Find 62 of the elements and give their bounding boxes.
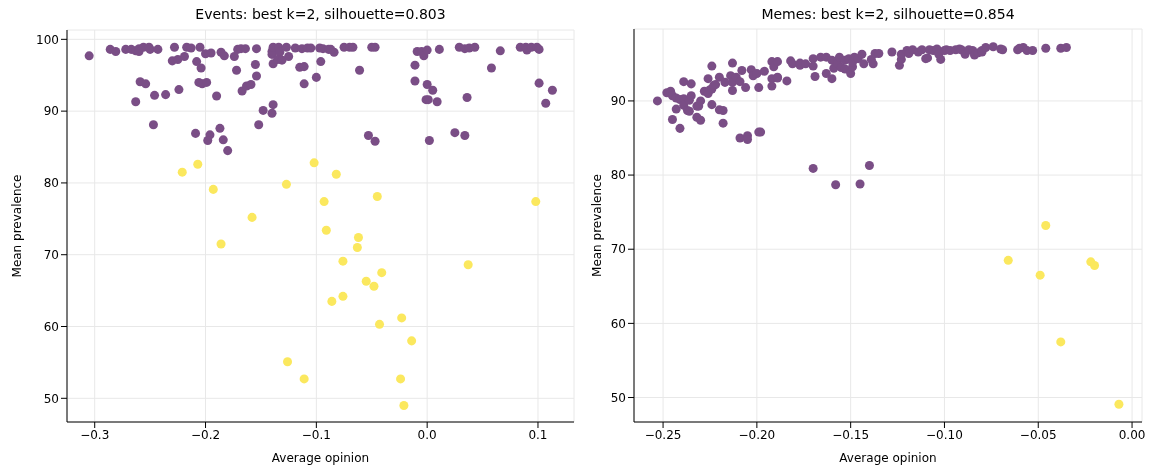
x-axis-title: Average opinion [271,451,370,465]
y-tick-label: 80 [43,176,59,191]
y-tick-label: 90 [610,94,626,109]
y-tick-label: 80 [610,168,626,183]
x-tick-label: −0.10 [926,427,963,442]
y-tick-label: 70 [610,242,626,257]
x-tick-label: −0.25 [644,427,682,442]
point [361,276,371,286]
x-tick-label: −0.20 [738,427,776,442]
point [1041,220,1051,231]
chart-title: Memes: best k=2, silhouette=0.854 [760,6,1016,22]
point [397,313,407,323]
point [1056,337,1066,347]
point [338,256,348,266]
y-axis-title: Mean prevalence [10,174,25,278]
point [1090,261,1100,271]
point [309,158,319,168]
x-tick-label: 0.0 [417,427,437,442]
point [208,184,218,194]
point [299,374,309,384]
x-tick-label: 0.1 [528,427,548,442]
point [407,336,417,346]
point [247,212,257,222]
point [377,268,387,278]
y-tick-label: 70 [43,247,59,262]
y-tick-label: 60 [610,316,626,331]
x-tick-label: 0.00 [1118,427,1146,442]
point [331,169,341,179]
point [1035,270,1045,280]
point [321,225,331,235]
x-tick-label: −0.05 [1019,427,1057,442]
point [177,167,187,177]
point [399,400,409,410]
point [1114,399,1124,409]
point [216,239,226,249]
y-tick-label: 100 [36,32,59,47]
point [338,291,348,301]
point [396,374,406,384]
y-tick-label: 50 [610,390,626,405]
point [375,319,385,329]
x-axis-title: Average opinion [839,451,937,465]
point [319,197,329,207]
point [463,260,473,270]
x-tick-label: −0.1 [301,427,331,442]
y-tick-label: 50 [43,391,59,406]
x-tick-label: −0.2 [190,427,221,442]
y-axis-title: Mean prevalence [590,174,605,277]
point [1003,255,1013,265]
y-tick-label: 60 [43,319,59,334]
chart-title: Events: best k=2, silhouette=0.803 [194,6,447,22]
point [327,296,337,306]
point [281,179,291,189]
y-tick-label: 90 [43,104,59,119]
x-tick-label: −0.15 [832,427,870,442]
point [372,192,382,202]
point [369,281,379,291]
point [283,357,293,367]
point [531,197,541,207]
point [352,243,362,253]
x-tick-label: −0.3 [80,427,110,442]
point [193,159,203,169]
point [353,232,363,242]
